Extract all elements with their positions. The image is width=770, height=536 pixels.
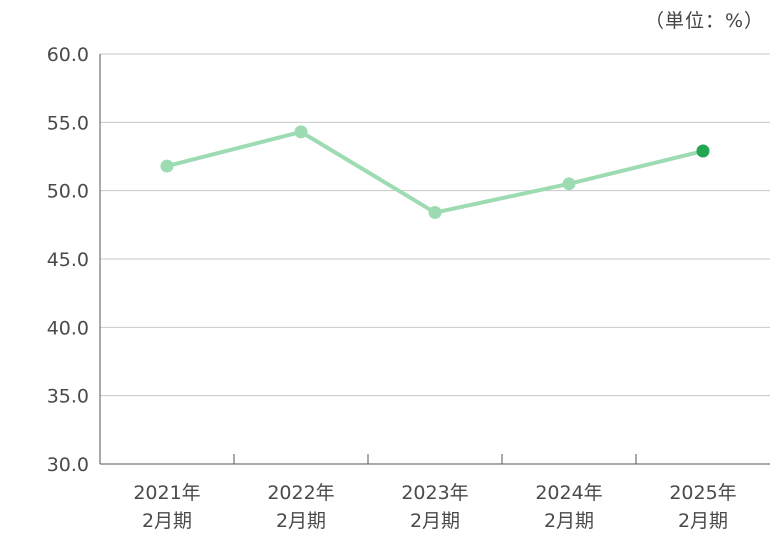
data-point [428, 206, 442, 220]
y-tick-label: 55.0 [47, 112, 89, 134]
x-tick-label: 2023年 2月期 [401, 482, 468, 532]
y-tick-label: 45.0 [47, 249, 89, 271]
highlight-data-point [696, 144, 710, 158]
data-point [160, 159, 174, 173]
data-point [562, 177, 576, 191]
series-line [165, 129, 705, 215]
y-tick-label: 40.0 [47, 317, 89, 339]
x-tick-label: 2022年 2月期 [267, 482, 334, 532]
y-tick-label: 35.0 [47, 386, 89, 408]
y-tick-label: 30.0 [47, 454, 89, 476]
x-tick-label: 2024年 2月期 [535, 482, 602, 532]
x-tick-label: 2025年 2月期 [669, 482, 736, 532]
y-tick-label: 60.0 [47, 44, 89, 66]
x-tick-label: 2021年 2月期 [133, 482, 200, 532]
data-point [294, 125, 308, 139]
unit-label: （単位：%） [644, 10, 764, 32]
y-tick-label: 50.0 [47, 181, 89, 203]
